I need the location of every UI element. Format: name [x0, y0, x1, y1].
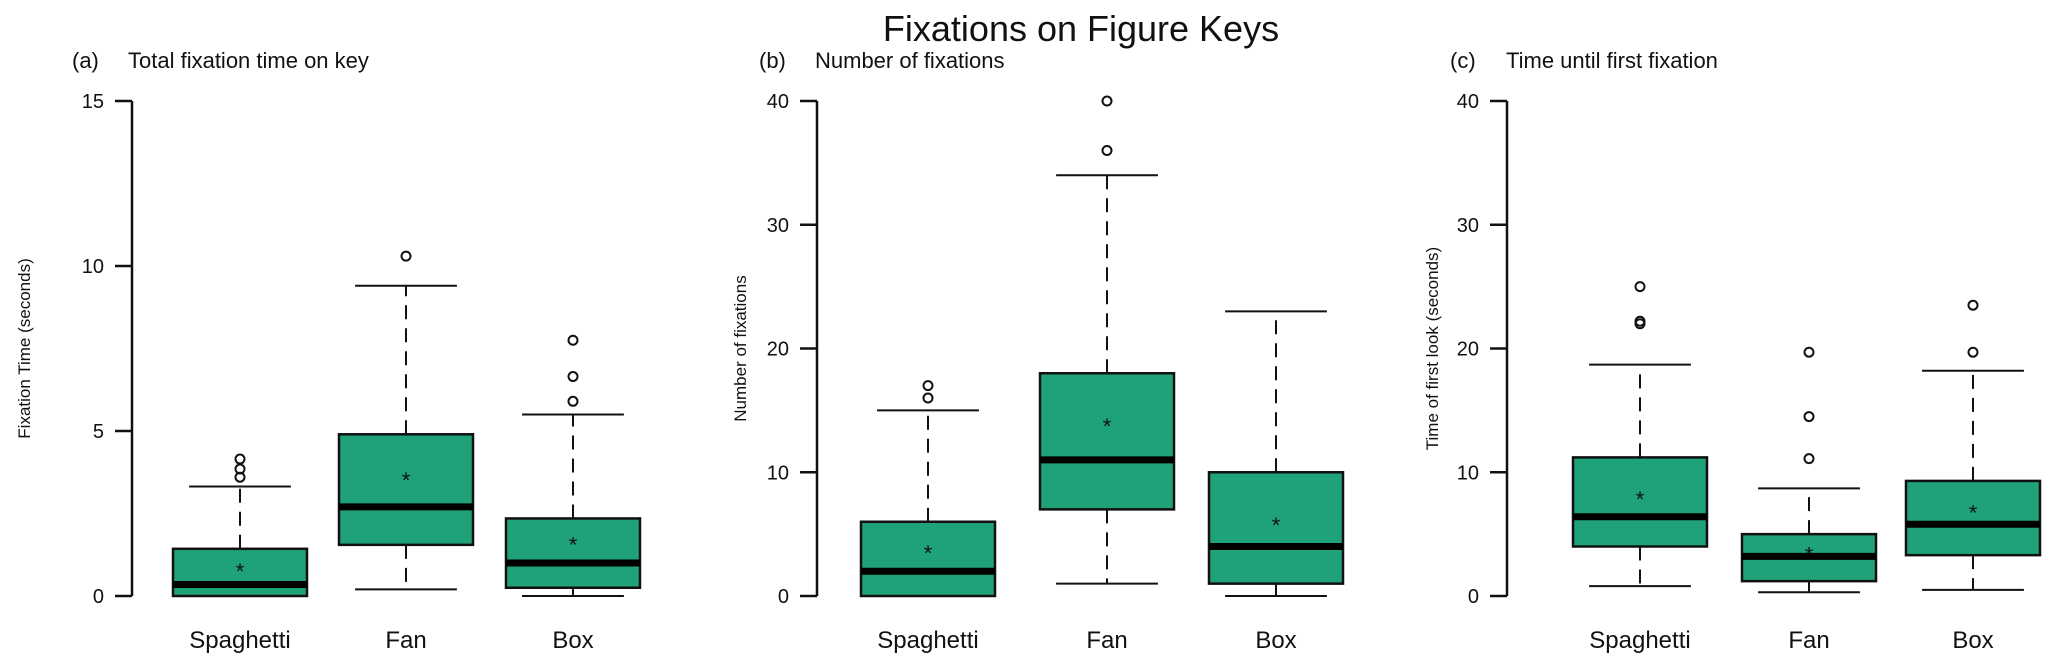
mean-marker: *: [1969, 500, 1978, 525]
x-tick-label: Box: [1255, 627, 1296, 654]
x-tick-label: Fan: [1086, 627, 1127, 654]
y-tick-label: 10: [1457, 462, 1479, 484]
panel-b: (b) Number of fixations Number of fixation…: [731, 48, 1345, 654]
x-tick-label: Fan: [1788, 627, 1829, 654]
iqr-box: [337, 433, 475, 547]
panel-label: (a): [72, 48, 99, 73]
mean-marker: *: [1636, 487, 1645, 512]
y-tick-label: 40: [1457, 91, 1479, 113]
y-tick-label: 0: [778, 586, 789, 608]
y-axis-label: Time of first look (seconds): [1423, 247, 1442, 450]
box-box: *: [504, 334, 642, 597]
outlier-point: [1803, 346, 1815, 358]
panel-label: (b): [759, 48, 786, 73]
box-fan: *: [1740, 346, 1878, 594]
outlier-point: [567, 334, 579, 346]
y-tick-label: 20: [1457, 339, 1479, 361]
iqr-box: [1571, 456, 1709, 548]
outlier-point: [234, 453, 246, 465]
box-box: *: [1207, 310, 1345, 597]
iqr-box: [171, 547, 309, 598]
x-tick-label: Spaghetti: [1589, 627, 1690, 654]
mean-marker: *: [236, 559, 245, 584]
box-spaghetti: *: [1571, 281, 1709, 588]
mean-marker: *: [1103, 414, 1112, 439]
outlier-point: [567, 395, 579, 407]
box-spaghetti: *: [171, 453, 309, 598]
panel-label: (c): [1450, 48, 1476, 73]
y-tick-label: 0: [1468, 586, 1479, 608]
iqr-box: [1904, 479, 2042, 557]
box-box: *: [1904, 299, 2042, 591]
y-tick-label: 30: [1457, 215, 1479, 237]
box-fan: *: [1038, 95, 1176, 585]
mean-marker: *: [1805, 542, 1814, 567]
x-tick-label: Box: [552, 627, 593, 654]
panel-title: Time until first fixation: [1506, 48, 1718, 73]
y-tick-label: 0: [93, 586, 104, 608]
iqr-box: [859, 520, 997, 598]
outlier-point: [1803, 453, 1815, 465]
x-tick-label: Box: [1952, 627, 1993, 654]
outlier-point: [1967, 299, 1979, 311]
panel-title: Number of fixations: [815, 48, 1005, 73]
iqr-box: [1038, 372, 1176, 511]
iqr-box: [1207, 471, 1345, 585]
x-tick-label: Spaghetti: [877, 627, 978, 654]
outlier-point: [1967, 346, 1979, 358]
box-fan: *: [337, 250, 475, 591]
x-tick-label: Spaghetti: [189, 627, 290, 654]
y-tick-label: 20: [767, 339, 789, 361]
panel-a: (a) Total fixation time on key Fixation Ti…: [15, 48, 642, 654]
y-tick-label: 40: [767, 91, 789, 113]
outlier-point: [922, 380, 934, 392]
panel-c: (c) Time until first fixation Time of firs…: [1423, 48, 2042, 654]
outlier-point: [400, 250, 412, 262]
y-tick-label: 10: [82, 256, 104, 278]
iqr-box: [504, 517, 642, 590]
y-tick-label: 10: [767, 462, 789, 484]
outlier-point: [1803, 411, 1815, 423]
x-tick-label: Fan: [385, 627, 426, 654]
mean-marker: *: [402, 468, 411, 493]
outlier-point: [1634, 281, 1646, 293]
outlier-point: [1634, 315, 1646, 327]
figure-title: Fixations on Figure Keys: [883, 8, 1279, 49]
y-axis-label: Fixation Time (seconds): [15, 258, 34, 438]
mean-marker: *: [569, 533, 578, 558]
mean-marker: *: [1272, 513, 1281, 538]
outlier-point: [1101, 145, 1113, 156]
outlier-point: [922, 392, 934, 404]
mean-marker: *: [924, 541, 933, 566]
y-axis-label: Number of fixations: [731, 275, 750, 421]
outlier-point: [1101, 95, 1113, 107]
panel-title: Total fixation time on key: [128, 48, 369, 73]
y-tick-label: 5: [93, 421, 104, 443]
y-tick-label: 15: [82, 91, 104, 113]
outlier-point: [567, 371, 579, 383]
box-spaghetti: *: [859, 380, 997, 598]
y-tick-label: 30: [767, 215, 789, 237]
